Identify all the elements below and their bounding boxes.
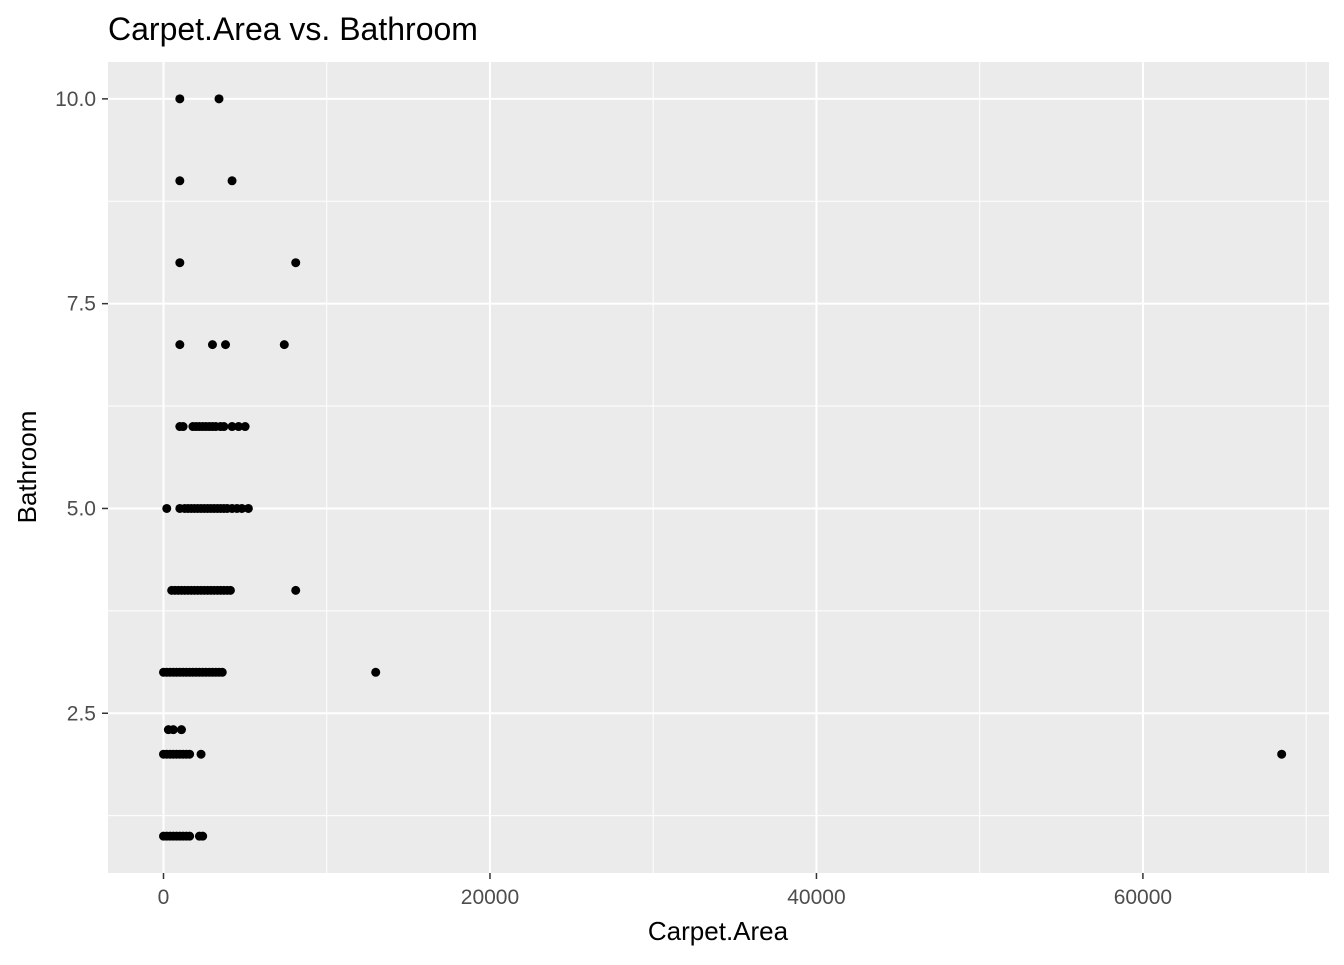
data-point	[221, 340, 231, 350]
data-point	[225, 585, 235, 595]
data-point	[214, 94, 224, 104]
data-point	[237, 503, 247, 513]
data-point	[371, 667, 381, 677]
data-point	[178, 422, 188, 432]
data-point	[176, 725, 186, 735]
data-points	[159, 94, 1287, 841]
data-point	[175, 340, 185, 350]
data-point	[168, 725, 178, 735]
data-point	[217, 667, 227, 677]
data-point	[1277, 749, 1287, 759]
y-tick-label: 5.0	[67, 497, 96, 520]
major-gridlines	[108, 62, 1329, 873]
data-point	[240, 422, 250, 432]
data-point	[185, 749, 195, 759]
data-point	[207, 340, 217, 350]
y-tick-label: 7.5	[67, 293, 96, 316]
y-axis-title: Bathroom	[12, 411, 42, 524]
data-point	[175, 258, 185, 268]
plot-panel	[108, 62, 1329, 873]
data-point	[227, 422, 237, 432]
data-point	[219, 422, 229, 432]
data-point	[175, 176, 185, 186]
minor-gridlines	[108, 62, 1329, 873]
data-point	[291, 585, 301, 595]
y-tick-label: 2.5	[67, 702, 96, 725]
y-tick-label: 10.0	[55, 88, 96, 111]
data-point	[185, 831, 195, 841]
chart-title: Carpet.Area vs. Bathroom	[108, 11, 478, 47]
x-tick-label: 60000	[1114, 886, 1172, 909]
x-axis-title: Carpet.Area	[648, 916, 789, 946]
data-point	[227, 176, 237, 186]
data-point	[279, 340, 289, 350]
data-point	[196, 749, 206, 759]
x-tick-label: 40000	[787, 886, 845, 909]
data-point	[234, 422, 244, 432]
data-point	[243, 503, 253, 513]
data-point	[198, 831, 208, 841]
y-axis: 2.5 5.0 7.5 10.0	[55, 88, 108, 725]
data-point	[162, 503, 172, 513]
x-tick-label: 20000	[461, 886, 519, 909]
x-axis: 0 20000 40000 60000	[158, 873, 1172, 909]
data-point	[291, 258, 301, 268]
x-tick-label: 0	[158, 886, 170, 909]
data-point	[175, 94, 185, 104]
